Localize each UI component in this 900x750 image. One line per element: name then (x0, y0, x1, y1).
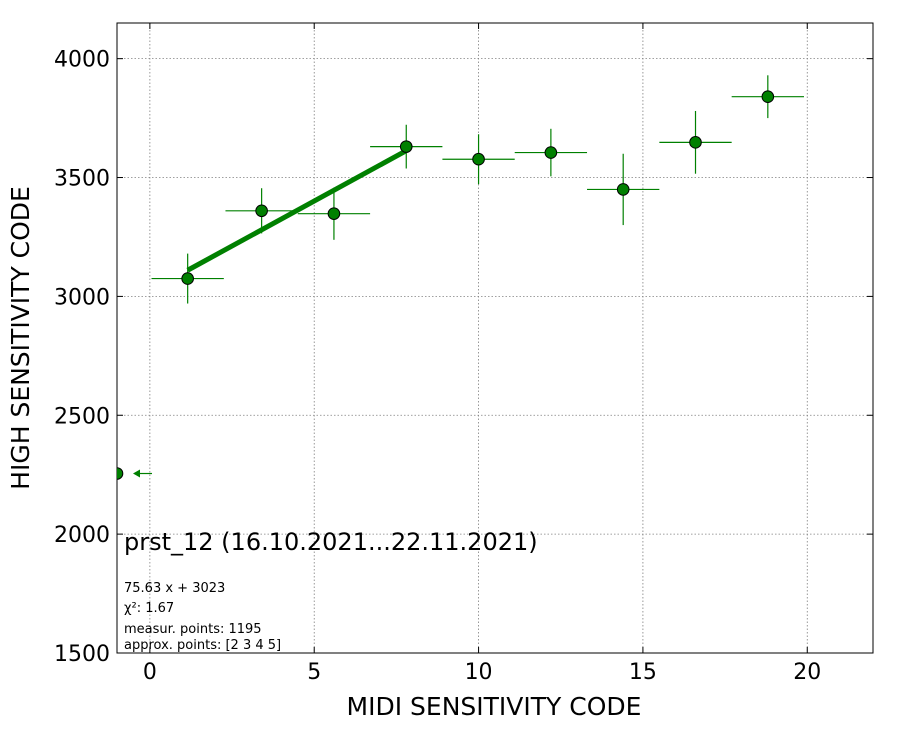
limit-arrow (133, 469, 140, 478)
point-marker (255, 204, 268, 218)
data-point (659, 110, 732, 174)
chart-title: prst_12 (16.10.2021...22.11.2021) (124, 528, 538, 556)
point-marker (616, 183, 630, 196)
x-tick-label: 15 (629, 660, 657, 685)
point-marker (689, 136, 702, 149)
data-point (587, 153, 660, 226)
fit-equation: 75.63 x + 3023 (124, 581, 225, 596)
data-point (117, 467, 124, 480)
y-tick-label: 4000 (54, 48, 110, 73)
data-point (151, 253, 224, 304)
x-tick-label: 10 (465, 660, 493, 685)
data-point (297, 187, 371, 240)
y-tick-label: 2500 (54, 404, 110, 429)
x-tick-label: 0 (143, 660, 157, 685)
plot-frame (116, 22, 874, 654)
point-marker (472, 152, 485, 166)
data-point (225, 188, 298, 234)
data-point (370, 124, 443, 169)
y-tick-label: 2000 (54, 523, 110, 548)
x-tick-label: 5 (307, 660, 321, 685)
x-axis-label: MIDI SENSITIVITY CODE (347, 692, 642, 721)
data-point (731, 75, 804, 119)
point-marker (181, 272, 194, 285)
measur-points: measur. points: 1195 (124, 622, 262, 637)
data-point (514, 128, 588, 177)
point-marker (399, 140, 413, 153)
x-tick-label: 20 (793, 660, 821, 685)
y-axis-label: HIGH SENSITIVITY CODE (6, 186, 35, 490)
y-tick-label: 1500 (54, 642, 110, 667)
points-layer (117, 75, 804, 480)
point-marker (327, 207, 341, 220)
ticks: 0 5 10 15 20 1500 2000 2500 3000 3500 4000 (54, 23, 873, 685)
chi2-value: χ²: 1.67 (124, 601, 174, 616)
point-marker (544, 146, 558, 159)
grid (117, 23, 873, 654)
point-marker (117, 467, 124, 480)
point-marker (761, 90, 775, 103)
y-tick-label: 3000 (54, 285, 110, 310)
data-point (442, 134, 515, 185)
y-tick-label: 3500 (54, 167, 110, 192)
approx-points: approx. points: [2 3 4 5] (124, 638, 281, 653)
